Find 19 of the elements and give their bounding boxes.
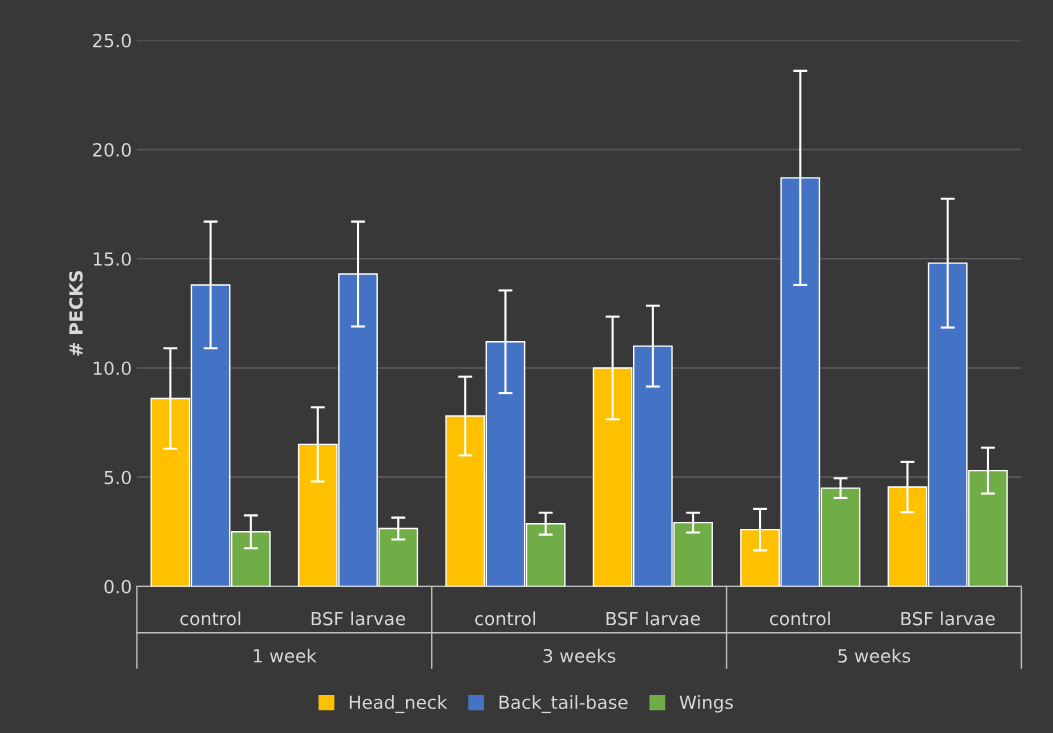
y-tick-label: 5.0 [104,470,131,485]
y-tick-label: 10.0 [93,361,131,376]
x-tick-label: BSF larvae [311,611,406,626]
x-tick-label: BSF larvae [606,611,700,626]
y-axis-title: # PECKS [69,271,83,356]
legend-label: Head_neck [349,695,448,714]
x-tick-label: BSF larvae [901,611,995,626]
y-tick-label: 25.0 [93,33,131,48]
x-tick-label: control [475,611,536,626]
text: 5 weeks [838,648,911,663]
legend-label: Back_tail-base [499,695,628,714]
text: 3 weeks [543,648,616,663]
text: 1 week [253,648,317,663]
x-tick-label: control [769,611,830,626]
x-tick-label: control [180,611,241,626]
legend-label: Wings [679,695,733,713]
y-tick-label: 20.0 [93,142,131,157]
y-tick-label: 15.0 [93,252,131,266]
y-tick-label: 0.0 [104,579,131,594]
